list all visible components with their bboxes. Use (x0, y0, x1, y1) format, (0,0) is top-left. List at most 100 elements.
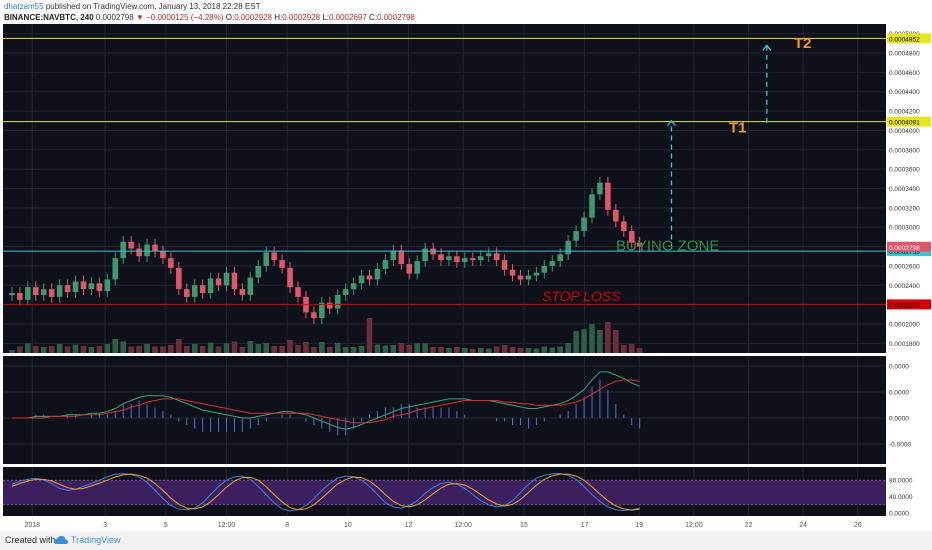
volume-bar (311, 347, 317, 353)
volume-bar (342, 347, 349, 353)
candle-body (366, 275, 373, 280)
candle-body (191, 285, 198, 297)
y-tick-label: 0.0002400 (889, 283, 920, 290)
x-tick-label: 19 (635, 522, 643, 529)
stoch-tick-label: 40.0000 (889, 494, 913, 501)
level-label: 0.0002753 (889, 249, 920, 256)
x-tick-label: 15 (520, 522, 528, 529)
stoch-band (3, 480, 886, 505)
candle-body (628, 231, 635, 243)
candle-body (112, 258, 119, 280)
candle-body (168, 258, 174, 268)
candle-body (597, 182, 603, 195)
symbol-label: BINANCE:NAVBTC, 240 (4, 13, 94, 22)
y-tick-label: 0.0003600 (889, 167, 920, 174)
volume-bar (263, 343, 270, 353)
candle-body (636, 242, 643, 247)
volume-bar (279, 346, 285, 353)
y-tick-label: 0.0002000 (889, 321, 920, 328)
candle-body (176, 267, 182, 290)
macd-tick-label: -0.0000 (889, 442, 911, 449)
volume-bar (287, 340, 293, 353)
candle-body (104, 279, 111, 292)
candle-body (128, 241, 134, 249)
candle-body (620, 221, 627, 232)
candle-body (287, 267, 293, 288)
t2-label: T2 (794, 35, 812, 52)
candle-body (549, 261, 556, 266)
candle-body (605, 182, 611, 210)
tradingview-cloud-icon (54, 536, 68, 544)
x-tick-label: 24 (799, 522, 807, 529)
target-arrow-head (762, 44, 772, 51)
low-value: 0.0002697 (328, 13, 367, 22)
volume-bar (152, 346, 158, 353)
y-tick-label: 0.0003400 (889, 186, 920, 193)
signal-line (12, 379, 640, 424)
volume-bar (501, 345, 508, 353)
y-tick-label: 0.0001800 (889, 341, 920, 348)
close-value: 0.0002798 (377, 13, 415, 22)
created-with-text: Created with (5, 535, 56, 545)
candle-body (342, 289, 349, 295)
candle-body (334, 294, 341, 309)
volume-bar (247, 341, 254, 353)
macd-tick-label: 0.0000 (889, 390, 909, 397)
volume-bar (438, 347, 444, 353)
volume-bar (239, 347, 246, 353)
x-tick-label: 12:00 (454, 522, 472, 529)
ohlc-line: BINANCE:NAVBTC, 240 0.0002798 ▼ −0.00001… (4, 13, 415, 22)
candle-body (120, 241, 126, 259)
volume-bar (382, 345, 389, 353)
volume-bar (207, 342, 214, 353)
chart-canvas[interactable]: 2018 3 5 12:00 8 10 12 12:00 15 17 19 12:00 22 24 26 0.… (0, 24, 932, 531)
volume-bar (390, 345, 397, 353)
volume-bar (557, 346, 563, 353)
volume-bar (215, 346, 222, 353)
volume-bar (597, 330, 603, 353)
candle-body (239, 289, 246, 295)
candle-body (374, 268, 381, 280)
candle-body (64, 285, 71, 293)
volume-bar (160, 346, 166, 353)
low-label: L: (322, 13, 329, 22)
macd-line (12, 371, 640, 430)
level-tag (887, 299, 931, 310)
x-tick-label: 26 (854, 522, 862, 529)
x-tick-label: 12 (405, 522, 413, 529)
volume-bar (477, 348, 484, 353)
volume-bar (470, 349, 476, 353)
candle-body (477, 256, 484, 261)
candle-body (247, 277, 254, 295)
author-link[interactable]: dhatzam55 (4, 2, 44, 11)
candle-body (573, 231, 579, 241)
candle-body (255, 265, 262, 278)
candle-body (207, 278, 214, 294)
volume-bar (48, 346, 55, 353)
volume-bar (271, 346, 277, 353)
macd-pane (3, 356, 886, 464)
candle-body (493, 253, 500, 261)
tradingview-brand[interactable]: TradingView (71, 535, 121, 545)
x-tick-label: 17 (581, 522, 589, 529)
high-label: H: (274, 13, 283, 22)
candle-body (183, 289, 190, 297)
volume-bar (183, 346, 190, 353)
x-tick-label: 3 (103, 522, 107, 529)
x-tick-label: 22 (745, 522, 753, 529)
volume-bar (112, 339, 119, 353)
time-axis (3, 516, 886, 531)
volume-bar (120, 341, 126, 353)
volume-bar (72, 344, 79, 353)
level-label: 0.0004091 (889, 120, 920, 127)
t1-label: T1 (729, 119, 747, 136)
volume-bar (493, 346, 500, 353)
candle-body (271, 252, 277, 261)
stoch-tick-label: 80.0000 (889, 478, 913, 485)
candle-body (485, 253, 492, 257)
candle-body (40, 289, 47, 295)
volume-bar (176, 339, 182, 353)
candle-body (541, 265, 548, 273)
y-tick-label: 0.0004200 (889, 109, 920, 116)
stoch-d-line (11, 473, 640, 511)
